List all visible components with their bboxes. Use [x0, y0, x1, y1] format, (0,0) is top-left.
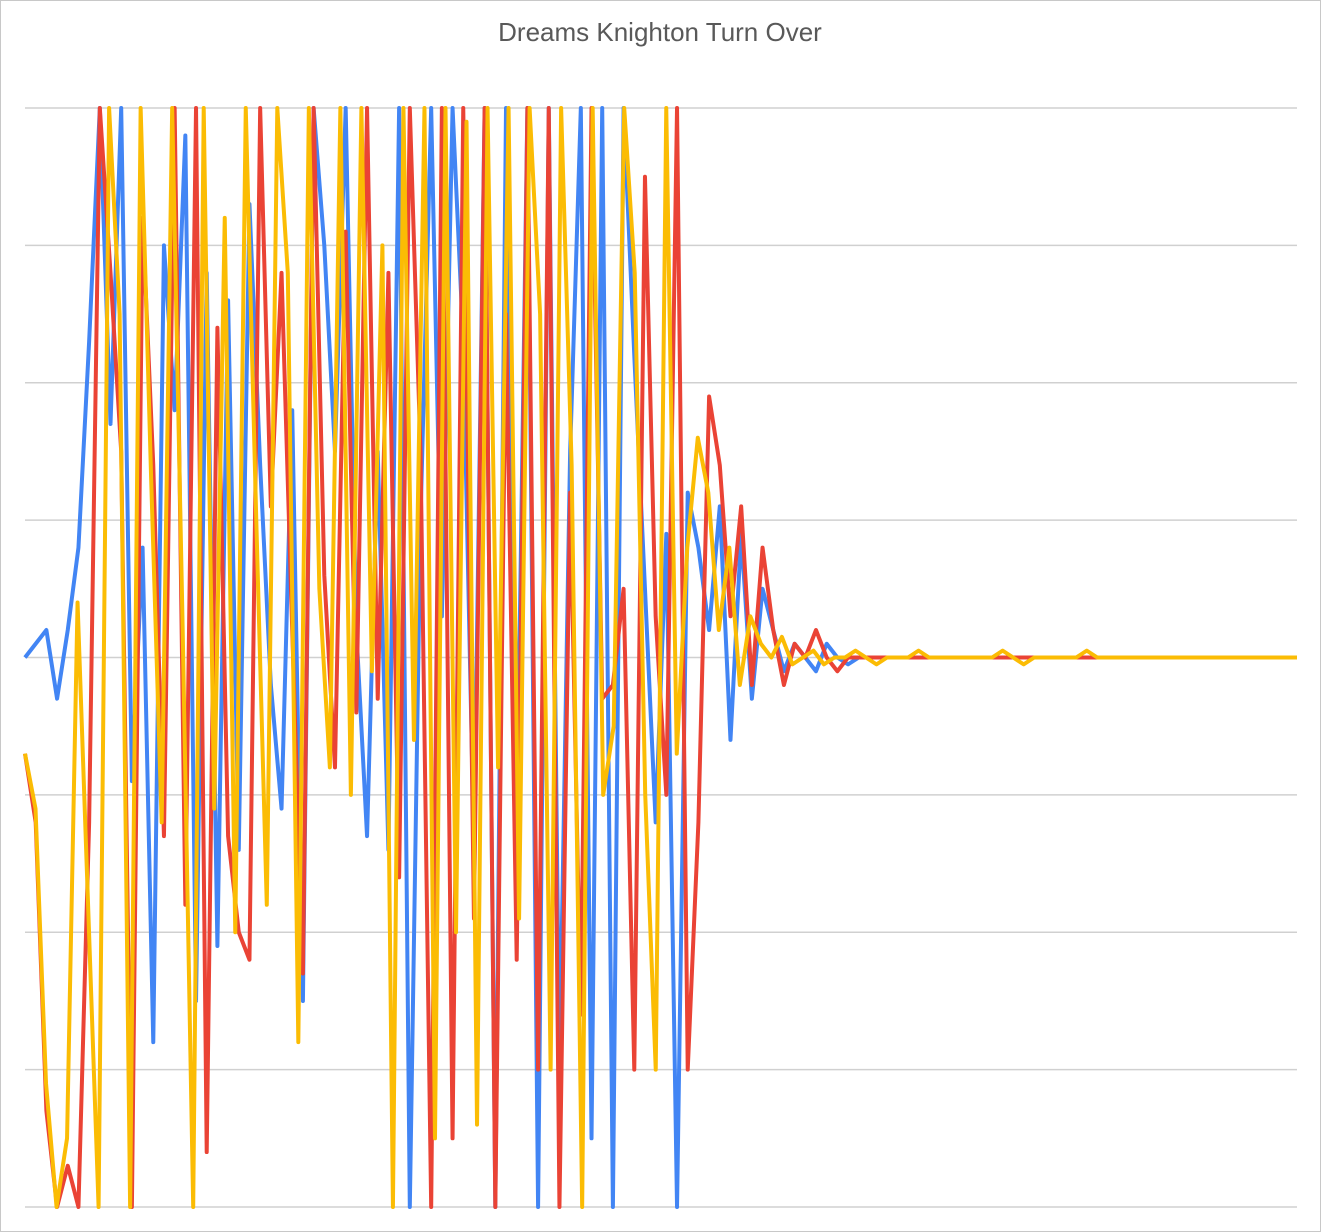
chart-title: Dreams Knighton Turn Over [498, 17, 822, 47]
plot-area [23, 106, 1297, 1209]
series-line [23, 106, 1297, 1209]
